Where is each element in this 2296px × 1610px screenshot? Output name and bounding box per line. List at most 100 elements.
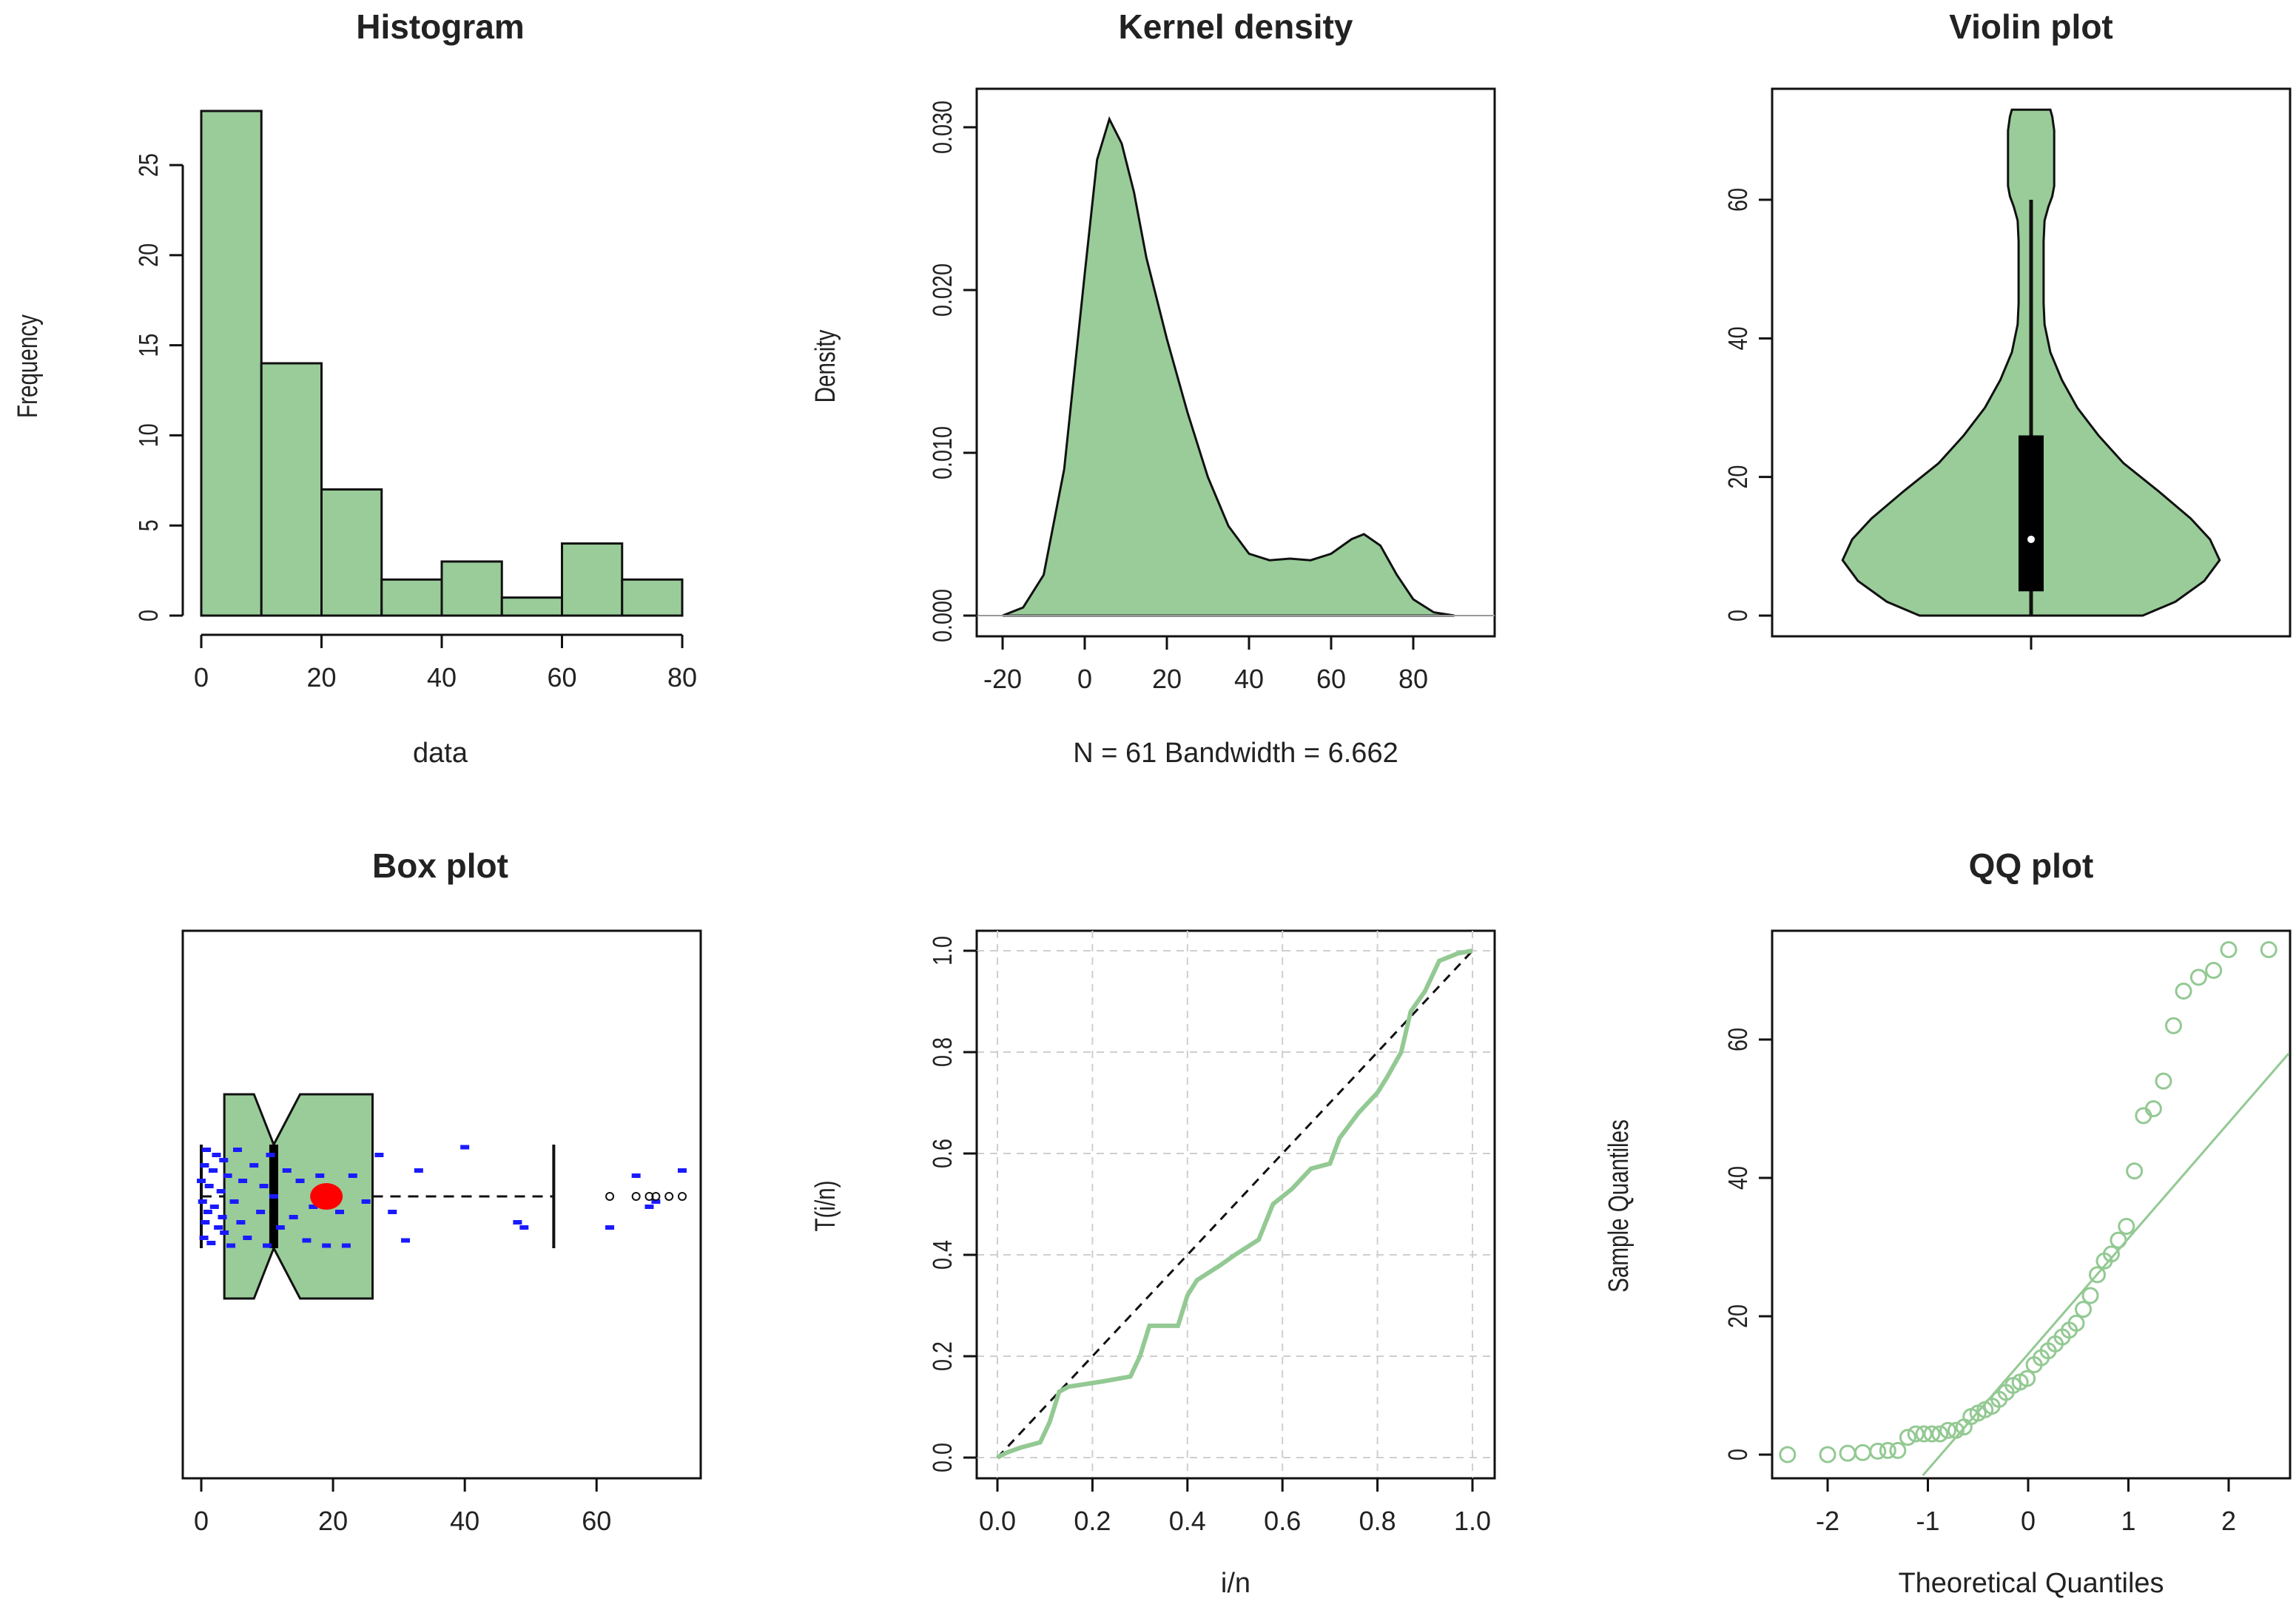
qq-point xyxy=(2067,1314,2085,1332)
histogram-bar xyxy=(561,542,624,617)
qq-x-tick-label: 1 xyxy=(2121,1506,2135,1536)
histogram-bar xyxy=(621,578,684,617)
density-y-tick-label: 0.020 xyxy=(927,263,957,317)
qq-point xyxy=(2102,1245,2120,1263)
qq-point xyxy=(1869,1442,1887,1460)
density-x-tick-label: -20 xyxy=(983,664,1022,694)
density-panel: Kernel density N = 61 Bandwidth = 6.662 … xyxy=(810,7,1496,769)
tin-x-label: i/n xyxy=(1221,1568,1250,1599)
qq-point xyxy=(1839,1444,1856,1462)
histogram-x-tick-label: 40 xyxy=(427,662,457,693)
tin-y-tick-label: 0.8 xyxy=(927,1037,957,1067)
tin-y-tick-label: 1.0 xyxy=(927,936,957,966)
qq-title: QQ plot xyxy=(1969,846,2094,885)
boxplot-x-tick-label: 20 xyxy=(318,1506,348,1536)
violin-median xyxy=(2027,535,2035,543)
boxplot-outlier xyxy=(651,1192,661,1201)
qq-point xyxy=(1947,1421,1965,1439)
violin-marks xyxy=(1841,108,2221,617)
qq-y-tick-label: 40 xyxy=(1723,1166,1753,1190)
histogram-bar xyxy=(260,362,323,617)
tin-x-tick-label: 0.4 xyxy=(1169,1506,1206,1536)
histogram-bar xyxy=(200,110,263,617)
histogram-y-tick-label: 0 xyxy=(133,610,164,622)
boxplot-outlier xyxy=(664,1192,674,1201)
density-x-tick-label: 0 xyxy=(1077,664,1092,694)
density-y-tick-label: 0.030 xyxy=(927,101,957,154)
tin-y-tick-label: 0.6 xyxy=(927,1139,957,1168)
qq-x-tick-label: -2 xyxy=(1816,1506,1839,1536)
tin-panel: i/n T(i/n) 0.0 0.2 0.4 0.6 0.8 1.00.00.20.40.… xyxy=(810,929,1496,1599)
density-x-label: N = 61 Bandwidth = 6.662 xyxy=(1073,738,1398,769)
qq-point xyxy=(2110,1231,2127,1249)
qq-point xyxy=(2189,969,2207,986)
density-area xyxy=(1002,115,1455,617)
density-y-label: Density xyxy=(810,330,841,403)
histogram-y-label: Frequency xyxy=(13,314,44,418)
tin-x-tick-label: 1.0 xyxy=(1454,1506,1491,1536)
tin-y-tick-label: 0.2 xyxy=(927,1341,957,1371)
density-x-tick-label: 20 xyxy=(1152,664,1182,694)
tin-y-tick-label: 0.4 xyxy=(927,1240,957,1270)
qq-point xyxy=(1939,1421,1957,1439)
histogram-y-tick-label: 25 xyxy=(133,153,164,177)
histogram-y-tick-label: 20 xyxy=(133,243,164,267)
violin-y-tick-label: 60 xyxy=(1723,188,1753,212)
histogram-bar xyxy=(440,560,503,617)
boxplot-title: Box plot xyxy=(372,846,508,885)
qq-point xyxy=(1915,1425,1933,1443)
density-axes: -20 0 20 40 60 80 0.000 0.010 0.020 0.030 xyxy=(927,101,1428,694)
qq-point xyxy=(2205,962,2223,979)
density-marks xyxy=(977,115,1495,617)
qq-point xyxy=(2155,1072,2172,1090)
boxplot-outlier xyxy=(631,1192,641,1201)
histogram-x-label: data xyxy=(413,738,468,769)
boxplot-x-tick-label: 0 xyxy=(194,1506,209,1536)
histogram-y-tick-label: 15 xyxy=(133,334,164,357)
boxplot-mean-point xyxy=(310,1183,343,1210)
boxplot-x-tick-label: 40 xyxy=(450,1506,479,1536)
tin-marks xyxy=(977,931,1495,1478)
tin-y-tick-label: 0.0 xyxy=(927,1443,957,1472)
density-x-tick-label: 40 xyxy=(1234,664,1264,694)
qq-point xyxy=(2019,1370,2036,1387)
histogram-y-tick-label: 10 xyxy=(133,423,164,447)
qq-point xyxy=(2220,940,2238,958)
violin-panel: Violin plot 0 20 40 60 xyxy=(1723,7,2292,650)
qq-x-tick-label: -1 xyxy=(1916,1506,1939,1536)
density-y-tick-label: 0.010 xyxy=(927,426,957,479)
density-y-tick-label: 0.000 xyxy=(927,589,957,642)
violin-y-tick-label: 40 xyxy=(1723,326,1753,350)
histogram-axes: 0 20 40 60 80 0 5 10 15 20 25 xyxy=(133,153,697,693)
qq-point xyxy=(2164,1017,2182,1034)
boxplot-marks xyxy=(197,1093,687,1300)
tin-reference-line xyxy=(996,949,1474,1459)
tin-curve xyxy=(996,949,1473,1460)
histogram-x-tick-label: 80 xyxy=(667,662,697,693)
density-x-tick-label: 80 xyxy=(1398,664,1428,694)
qq-point xyxy=(1899,1429,1916,1446)
histogram-panel: Histogram data Frequency 0 20 40 60 80 0 5 10 15… xyxy=(13,7,697,769)
tin-x-tick-label: 0.0 xyxy=(979,1506,1016,1536)
histogram-x-tick-label: 60 xyxy=(547,662,576,693)
boxplot-panel: Box plot 0 20 40 60 xyxy=(181,846,702,1536)
qq-point xyxy=(2260,940,2278,958)
qq-point xyxy=(2118,1217,2135,1235)
histogram-bar xyxy=(500,596,563,617)
qq-point xyxy=(2088,1266,2106,1284)
qq-point xyxy=(1879,1441,1896,1459)
qq-point xyxy=(2144,1100,2162,1117)
tin-x-tick-label: 0.8 xyxy=(1359,1506,1396,1536)
qq-x-tick-label: 2 xyxy=(2221,1506,2236,1536)
qq-point xyxy=(1931,1425,1949,1443)
qq-point xyxy=(1854,1444,1871,1461)
qq-marks xyxy=(1779,940,2290,1477)
qq-y-tick-label: 0 xyxy=(1723,1449,1753,1461)
qq-point xyxy=(1923,1425,1941,1443)
tin-y-label: T(i/n) xyxy=(810,1180,841,1231)
tin-x-tick-label: 0.6 xyxy=(1264,1506,1301,1536)
histogram-bar xyxy=(380,578,443,617)
qq-x-label: Theoretical Quantiles xyxy=(1898,1568,2164,1599)
histogram-bars xyxy=(200,110,684,617)
qq-x-tick-label: 0 xyxy=(2021,1506,2036,1536)
